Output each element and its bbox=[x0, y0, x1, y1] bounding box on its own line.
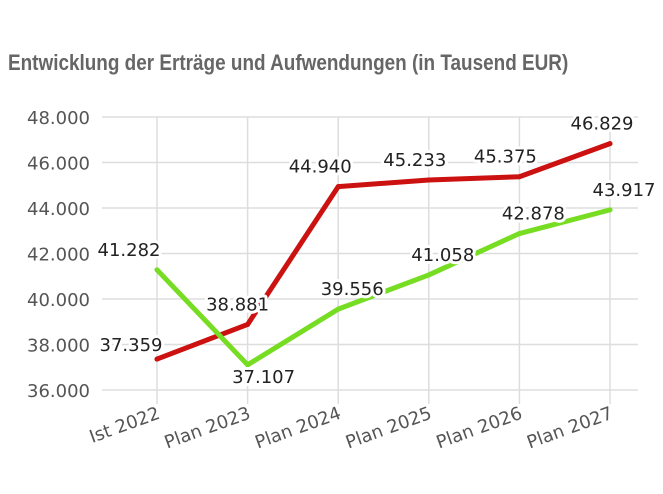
data-point bbox=[154, 267, 160, 273]
x-axis: Ist 2022 Plan 2023 Plan 2024 Plan 2025 Plan … bbox=[87, 403, 616, 453]
y-tick-label: 42.000 bbox=[27, 245, 90, 266]
series-line-0 bbox=[154, 141, 613, 362]
data-label: 43.917 bbox=[593, 180, 656, 201]
data-label: 37.359 bbox=[100, 335, 163, 356]
data-label: 45.375 bbox=[474, 147, 537, 168]
chart-title: Entwicklung der Erträge und Aufwendungen… bbox=[8, 50, 569, 75]
data-label: 37.107 bbox=[232, 367, 295, 388]
data-point bbox=[335, 184, 341, 190]
grid bbox=[102, 116, 638, 404]
data-point bbox=[335, 306, 341, 312]
data-label: 41.058 bbox=[411, 245, 474, 266]
data-point bbox=[607, 207, 613, 213]
series-line-1 bbox=[154, 207, 613, 368]
y-axis: 36.000 38.000 40.000 42.000 44.000 46.000 48.0… bbox=[27, 108, 90, 402]
x-tick-label: Plan 2027 bbox=[524, 403, 616, 453]
data-label: 46.829 bbox=[571, 114, 634, 135]
data-label: 45.233 bbox=[383, 150, 446, 171]
data-point bbox=[426, 272, 432, 278]
data-point bbox=[245, 362, 251, 368]
x-tick-label: Ist 2022 bbox=[87, 403, 163, 448]
y-tick-label: 40.000 bbox=[27, 290, 90, 311]
data-label: 41.282 bbox=[98, 240, 161, 261]
data-point bbox=[516, 174, 522, 180]
data-label: 38.881 bbox=[206, 294, 269, 315]
y-tick-label: 46.000 bbox=[27, 154, 90, 175]
data-label: 44.940 bbox=[289, 157, 352, 178]
x-tick-label: Plan 2026 bbox=[434, 403, 526, 453]
x-tick-label: Plan 2024 bbox=[252, 403, 344, 453]
series-layer bbox=[154, 141, 613, 368]
y-tick-label: 36.000 bbox=[27, 381, 90, 402]
data-point bbox=[154, 356, 160, 362]
data-label: 42.878 bbox=[502, 204, 565, 225]
data-point bbox=[516, 231, 522, 237]
data-point bbox=[607, 141, 613, 147]
x-tick-label: Plan 2025 bbox=[343, 403, 435, 453]
y-tick-label: 44.000 bbox=[27, 199, 90, 220]
data-point bbox=[426, 177, 432, 183]
data-label: 39.556 bbox=[321, 279, 384, 300]
x-tick-label: Plan 2023 bbox=[162, 403, 254, 453]
data-point bbox=[245, 321, 251, 327]
y-tick-label: 48.000 bbox=[27, 108, 90, 129]
y-tick-label: 38.000 bbox=[27, 336, 90, 357]
data-labels: 37.359 38.881 44.940 45.233 45.375 46.829 41.2… bbox=[95, 111, 659, 391]
